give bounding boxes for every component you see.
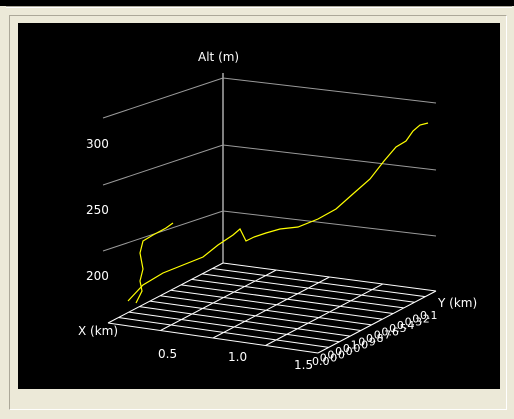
z-axis-label: Alt (m) [198,50,239,64]
y-tick-label: 0.9 [358,335,376,348]
floor-line-b-2 [212,276,330,339]
floor-grid [107,262,437,354]
x-axis-label: X (km) [78,324,118,338]
y-tick-labels: 0.10.20.30.40.50.60.70.80.91.00.00.00.00… [312,309,438,368]
y-tick-label: 0.0 [343,342,361,355]
left-grid-line-0 [102,77,224,119]
z-tick-250: 250 [86,203,109,217]
right-wall-grid [222,77,437,237]
y-tick-label: 0.0 [335,345,353,358]
y-tick-label: 0.4 [397,319,415,332]
floor-line-b-1 [160,269,277,331]
y-tick-label: 0.0 [320,352,338,365]
floor-line-b-3 [265,283,383,346]
top-border [0,0,514,13]
x-tick-0-5: 0.5 [158,347,177,361]
chart-3d-plot[interactable]: Alt (m) X (km) Y (km) 300 250 200 0.5 1.… [18,23,500,389]
y-tick-label: 1.0 [351,339,369,352]
x-tick-1-0: 1.0 [228,350,247,364]
left-grid-line-1 [102,144,224,186]
chart-frame [9,15,507,410]
left-grid-line-2 [102,210,224,252]
right-grid-line-2 [222,210,437,237]
y-tick-label: 0.8 [366,332,384,345]
floor-line-b-0 [107,262,224,324]
left-wall-grid [102,77,224,252]
y-axis-label: Y (km) [437,296,477,310]
x-tick-1-5: 1.5 [294,358,313,372]
y-tick-label: 0.7 [374,329,392,342]
top-divider [6,6,512,8]
right-grid-line-1 [222,144,437,171]
plot-area[interactable]: Alt (m) X (km) Y (km) 300 250 200 0.5 1.… [18,23,500,389]
y-tick-label: 0.5 [389,322,407,335]
y-tick-label: 0.1 [420,309,438,322]
z-tick-300: 300 [86,137,109,151]
y-tick-label: 0.0 [327,348,345,361]
floor-line-b-4 [317,290,437,354]
top-black-bar [0,0,514,6]
altitude-trace [127,122,429,302]
altitude-trace-left [135,222,174,304]
right-grid-line-0 [222,77,437,104]
y-tick-label: 0.6 [381,325,399,338]
y-tick-label: 0.3 [405,316,423,329]
z-tick-200: 200 [86,269,109,283]
y-tick-label: 0.0 [312,355,330,368]
y-tick-label: 0.2 [412,312,430,325]
